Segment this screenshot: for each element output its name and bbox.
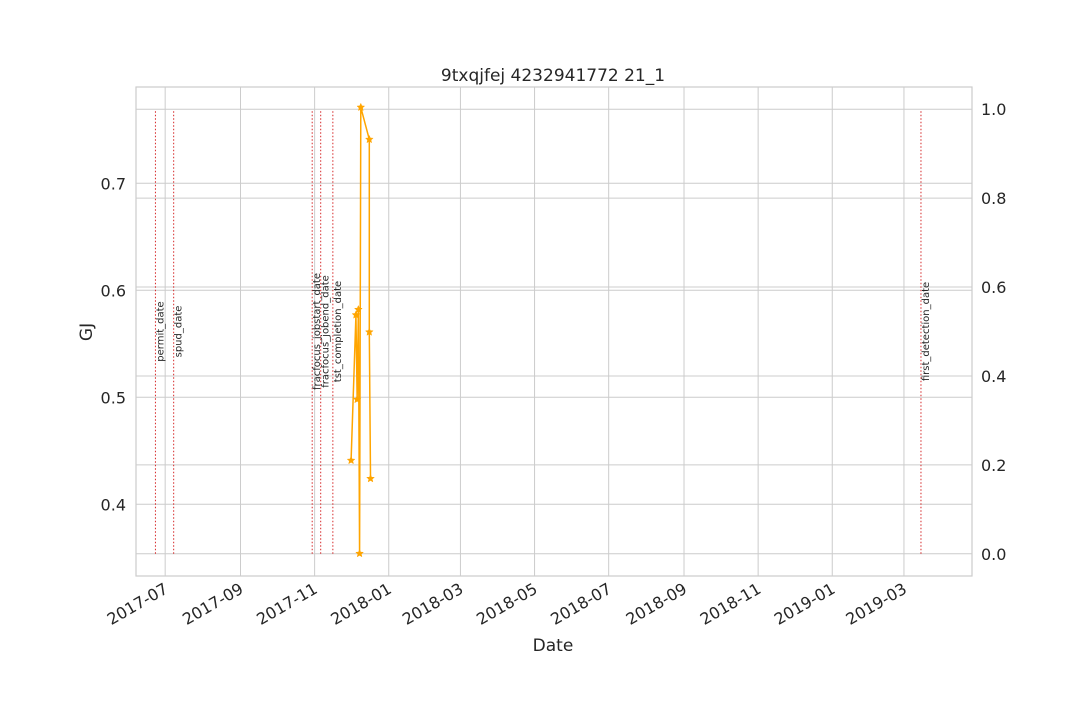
y-right-tick-label: 0.6 — [981, 278, 1006, 297]
data-point — [352, 394, 362, 404]
x-tick-label: 2018-03 — [399, 579, 466, 629]
y-right-tick-label: 1.0 — [981, 100, 1006, 119]
y-right-axis-ticks: 0.0 0.2 0.4 0.6 0.8 1.0 — [981, 100, 1006, 564]
event-line-label: spud_date — [174, 306, 185, 358]
data-point — [364, 134, 374, 144]
event-line-label: permit_date — [155, 301, 166, 361]
y-right-tick-label: 0.8 — [981, 189, 1006, 208]
data-point — [346, 455, 356, 465]
x-tick-label: 2018-01 — [327, 579, 394, 629]
x-tick-label: 2017-09 — [179, 579, 246, 629]
chart-title: 9txqjfej 4232941772 21_1 — [441, 66, 665, 86]
event-line-label: fracfocus_jobend_date — [321, 275, 332, 388]
x-tick-label: 2018-11 — [697, 579, 764, 629]
y-left-tick-label: 0.6 — [101, 281, 126, 300]
y-left-tick-label: 0.5 — [101, 388, 126, 407]
y-right-tick-label: 0.2 — [981, 456, 1006, 475]
y-left-tick-label: 0.7 — [101, 174, 126, 193]
y-left-axis-ticks: 0.4 0.5 0.6 0.7 — [101, 174, 126, 514]
y-right-tick-label: 0.4 — [981, 367, 1006, 386]
plot-area-frame — [135, 86, 973, 577]
x-axis-title: Date — [533, 636, 574, 656]
data-point — [364, 327, 374, 336]
data-point — [356, 102, 366, 112]
x-tick-label: 2019-01 — [771, 579, 838, 629]
series — [346, 102, 375, 558]
grid — [136, 87, 972, 576]
x-tick-label: 2018-05 — [473, 579, 540, 629]
event-line-label: first_detection_date — [921, 282, 932, 381]
event-line-label: fracfocus_jobstart_date — [312, 273, 323, 390]
data-point — [366, 473, 375, 483]
x-tick-label: 2018-09 — [623, 579, 690, 629]
x-tick-label: 2018-07 — [547, 579, 614, 629]
data-point — [351, 310, 361, 319]
event-line-label: tst_completion_date — [333, 281, 344, 382]
y-right-tick-label: 0.0 — [981, 545, 1006, 564]
x-tick-label: 2017-11 — [253, 579, 320, 629]
data-point — [353, 304, 363, 314]
event-lines: permit_date spud_date fracfocus_jobstart_d… — [154, 109, 932, 554]
y-axis-title: GJ — [77, 323, 97, 341]
x-tick-label: 2019-03 — [843, 579, 910, 629]
data-point — [355, 548, 365, 558]
y-left-tick-label: 0.4 — [101, 495, 126, 514]
x-axis-ticks: 2017-07 2017-09 2017-11 2018-01 2018-03 2018-… — [104, 579, 910, 629]
x-tick-label: 2017-07 — [104, 579, 171, 629]
